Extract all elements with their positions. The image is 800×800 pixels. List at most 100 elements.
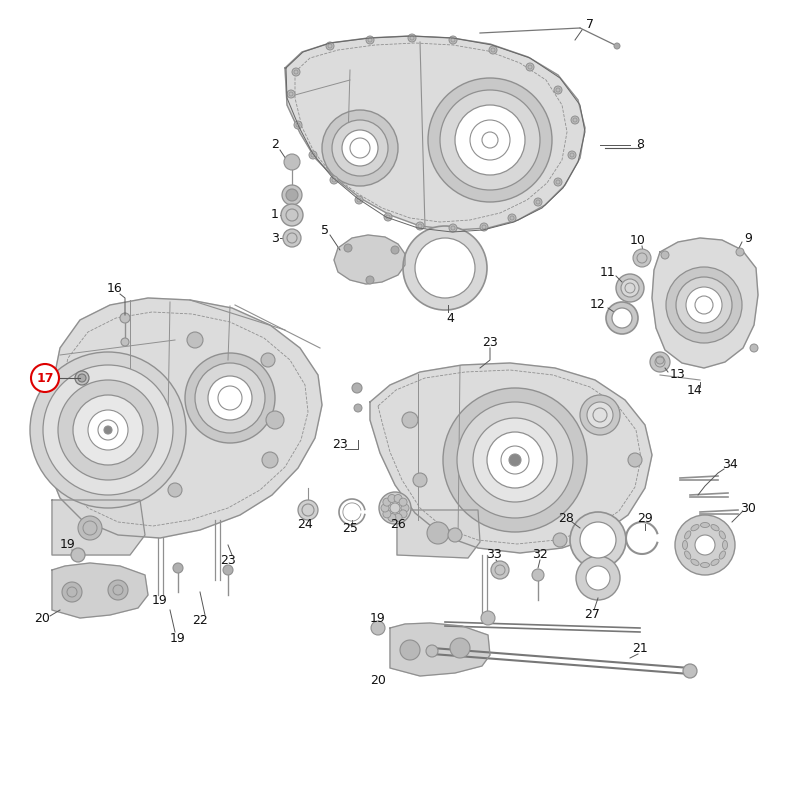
Circle shape [428,78,552,202]
Text: 9: 9 [744,231,752,245]
Circle shape [88,410,128,450]
Circle shape [73,395,143,465]
Circle shape [532,569,544,581]
Circle shape [71,548,85,562]
Ellipse shape [722,541,727,550]
Ellipse shape [719,551,726,559]
Circle shape [187,332,203,348]
Circle shape [383,498,391,506]
Circle shape [30,352,186,508]
Circle shape [388,494,396,502]
Text: 30: 30 [740,502,756,514]
Circle shape [78,374,86,382]
Circle shape [570,512,626,568]
Circle shape [606,302,638,334]
Circle shape [580,395,620,435]
Ellipse shape [711,559,719,566]
Circle shape [491,561,509,579]
Circle shape [656,356,664,364]
Circle shape [78,516,102,540]
Text: 5: 5 [321,223,329,237]
Circle shape [750,344,758,352]
Text: 32: 32 [532,549,548,562]
Circle shape [586,566,610,590]
Ellipse shape [685,531,691,539]
Text: 24: 24 [297,518,313,531]
Circle shape [402,412,418,428]
Text: 4: 4 [446,311,454,325]
Circle shape [326,42,334,50]
Text: 19: 19 [170,631,186,645]
Text: 20: 20 [34,611,50,625]
Circle shape [661,251,669,259]
Circle shape [366,36,374,44]
Circle shape [487,432,543,488]
Polygon shape [652,238,758,368]
Circle shape [403,226,487,310]
Circle shape [683,664,697,678]
Text: 14: 14 [687,383,703,397]
Circle shape [108,580,128,600]
Ellipse shape [685,551,691,559]
Circle shape [616,274,644,302]
Text: 33: 33 [486,549,502,562]
Polygon shape [397,510,480,558]
Ellipse shape [691,525,699,531]
Circle shape [526,63,534,71]
Circle shape [388,514,396,522]
Circle shape [173,563,183,573]
Text: 7: 7 [586,18,594,31]
Circle shape [281,204,303,226]
Circle shape [75,371,89,385]
Circle shape [366,276,374,284]
Circle shape [342,130,378,166]
Ellipse shape [701,562,710,567]
Circle shape [587,402,613,428]
Text: 34: 34 [722,458,738,471]
Text: 29: 29 [637,511,653,525]
Circle shape [195,363,265,433]
Ellipse shape [701,522,710,527]
Text: 12: 12 [590,298,606,311]
Circle shape [292,68,300,76]
Polygon shape [52,500,145,555]
Circle shape [455,105,525,175]
Text: 11: 11 [600,266,616,278]
Text: 23: 23 [482,335,498,349]
Text: 25: 25 [342,522,358,534]
Text: 10: 10 [630,234,646,246]
Circle shape [332,120,388,176]
Circle shape [509,454,521,466]
Text: 23: 23 [332,438,348,451]
Text: 28: 28 [558,511,574,525]
Circle shape [286,189,298,201]
Circle shape [120,313,130,323]
Circle shape [284,154,300,170]
Circle shape [416,222,424,230]
Circle shape [298,500,318,520]
Circle shape [508,214,516,222]
Circle shape [352,383,362,393]
Text: 27: 27 [584,609,600,622]
Text: 22: 22 [192,614,208,626]
Circle shape [554,86,562,94]
Circle shape [282,185,302,205]
Circle shape [223,565,233,575]
Circle shape [736,248,744,256]
Circle shape [344,244,352,252]
Circle shape [568,151,576,159]
Circle shape [294,121,302,129]
Circle shape [571,116,579,124]
Circle shape [415,238,475,298]
Text: 20: 20 [370,674,386,686]
Text: 1: 1 [271,209,279,222]
Circle shape [400,640,420,660]
Circle shape [185,353,275,443]
Circle shape [394,494,402,502]
Circle shape [262,452,278,468]
Circle shape [554,178,562,186]
Circle shape [650,352,670,372]
Circle shape [612,308,632,328]
Polygon shape [46,298,322,538]
Text: 17: 17 [36,371,54,385]
